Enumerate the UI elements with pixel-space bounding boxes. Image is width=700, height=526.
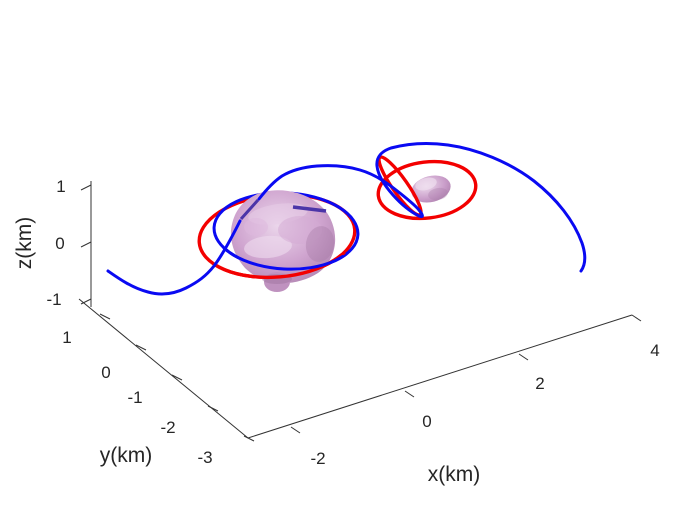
z-tick-label: -1 bbox=[46, 290, 61, 309]
z-axis-label: z(km) bbox=[13, 217, 36, 269]
y-axis-line bbox=[78, 298, 249, 439]
y-tick-label: -2 bbox=[160, 418, 175, 437]
y-tick-label: -3 bbox=[197, 448, 212, 467]
orbit-loop-primary-blue-front bbox=[212, 247, 360, 271]
x-axis-line bbox=[247, 314, 633, 439]
z-tick bbox=[80, 241, 92, 248]
x-tick-label: 2 bbox=[535, 374, 544, 393]
y-tick-label: 0 bbox=[101, 363, 110, 382]
trajectory-main bbox=[257, 142, 587, 273]
primary-asteroid-texture bbox=[244, 218, 268, 236]
z-tick-label: 1 bbox=[56, 177, 65, 196]
x-tick bbox=[518, 353, 529, 361]
y-tick bbox=[207, 405, 219, 412]
y-tick bbox=[243, 435, 255, 442]
x-tick-label: 0 bbox=[422, 412, 431, 431]
x-tick bbox=[404, 390, 415, 398]
occluded-trajectory-segment bbox=[239, 198, 260, 221]
x-tick-label: 4 bbox=[650, 341, 659, 360]
z-tick bbox=[80, 184, 92, 191]
primary-asteroid-texture bbox=[278, 216, 322, 244]
z-tick-label: 0 bbox=[55, 234, 64, 253]
y-tick bbox=[171, 374, 183, 381]
primary-asteroid-texture bbox=[305, 226, 335, 262]
y-tick bbox=[135, 344, 147, 351]
z-tick bbox=[80, 298, 92, 305]
x-tick bbox=[290, 426, 301, 434]
plot-elements: 1 0 -1 z(km) 1 0 -1 -2 -3 y(km) -2 0 2 4 x(km) bbox=[13, 142, 660, 486]
orbit-secondary-red-wide bbox=[376, 159, 478, 221]
trajectory-approach bbox=[106, 219, 242, 296]
primary-asteroid-texture bbox=[244, 235, 292, 259]
x-axis-label: x(km) bbox=[428, 463, 480, 486]
y-tick-label: 1 bbox=[62, 328, 71, 347]
y-axis-label: y(km) bbox=[100, 444, 152, 467]
orbit-primary-red-front bbox=[198, 251, 357, 280]
secondary-asteroid-texture bbox=[428, 187, 448, 201]
y-tick bbox=[99, 313, 111, 320]
y-tick-label: -1 bbox=[127, 388, 142, 407]
x-tick bbox=[631, 314, 642, 322]
occluded-orbit-segment bbox=[292, 205, 327, 213]
secondary-asteroid-body bbox=[411, 175, 451, 203]
secondary-asteroid-texture bbox=[415, 177, 437, 191]
x-tick-label: -2 bbox=[310, 449, 325, 468]
